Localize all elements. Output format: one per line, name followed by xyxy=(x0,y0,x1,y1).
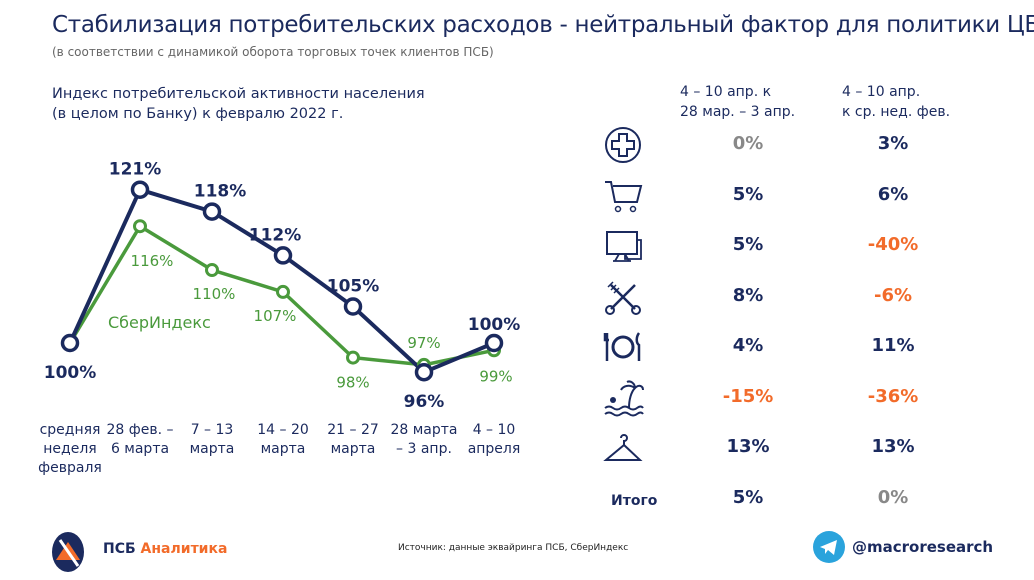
logo-accent: Аналитика xyxy=(140,541,228,557)
table-cell: 0% xyxy=(732,133,764,154)
table-cell: -15% xyxy=(722,385,774,407)
table-cell: 13% xyxy=(871,436,915,457)
x-tick-line: 14 – 20 xyxy=(257,422,309,438)
hanger-icon xyxy=(603,428,645,472)
psb-index-point xyxy=(60,333,80,353)
x-tick-line: марта xyxy=(330,441,376,457)
x-tick-label: 4 – 10 апреля xyxy=(454,421,534,459)
x-tick-line: 4 – 10 xyxy=(472,422,516,438)
x-tick-line: марта xyxy=(260,441,306,457)
column-header: 4 – 10 апр. к ср. нед. фев. xyxy=(842,82,950,122)
x-tick-line: 21 – 27 xyxy=(327,422,379,438)
data-label: 110% xyxy=(193,285,236,303)
x-tick-label: 28 фев. – 6 марта xyxy=(100,421,180,459)
data-label: 105% xyxy=(327,277,380,297)
column-header-line: к ср. нед. фев. xyxy=(842,104,951,120)
psb-logo-text: ПСБ Аналитика xyxy=(103,541,227,557)
psb-index-point xyxy=(130,180,150,199)
data-label: 116% xyxy=(131,252,174,270)
table-cell: 4% xyxy=(732,335,764,356)
page-subtitle: (в соответствии с динамикой оборота торг… xyxy=(52,45,494,59)
x-tick-line: 7 – 13 xyxy=(190,422,234,438)
scissors-comb-icon xyxy=(603,277,645,321)
logo-text: ПСБ xyxy=(103,541,136,557)
table-cell: 5% xyxy=(732,486,764,508)
table-cell: -40% xyxy=(867,234,919,255)
computer-icon xyxy=(603,226,645,270)
data-label: 121% xyxy=(109,160,162,180)
column-header-line: 4 – 10 апр. к xyxy=(680,84,772,100)
table-cell: 5% xyxy=(732,234,764,255)
medical-cross-icon xyxy=(603,125,645,169)
x-tick-line: 28 марта xyxy=(390,422,458,438)
x-tick-line: апреля xyxy=(467,441,521,457)
table-cell: 5% xyxy=(732,183,764,205)
source-note: Источник: данные эквайринга ПСБ, СберИнд… xyxy=(398,543,629,553)
chart-title: Индекс потребительской активности населе… xyxy=(52,84,425,124)
total-label: Итого xyxy=(611,492,658,509)
series-label-sberindex: СберИндекс xyxy=(108,313,211,332)
table-cell: 13% xyxy=(726,436,770,457)
data-label: 100% xyxy=(44,363,97,383)
telegram-handle[interactable]: @macroresearch xyxy=(852,538,994,556)
table-cell: -36% xyxy=(867,385,919,407)
table-cell: 3% xyxy=(877,133,909,154)
data-label: 96% xyxy=(404,392,445,412)
psb-index-point xyxy=(484,333,504,353)
psb-logo-icon xyxy=(50,530,90,572)
chart-title-line: Индекс потребительской активности населе… xyxy=(52,86,425,102)
psb-index-point xyxy=(414,362,434,382)
page-title: Стабилизация потребительских расходов - … xyxy=(52,12,1034,38)
psb-index-point xyxy=(273,246,293,265)
x-tick-line: неделя xyxy=(43,441,97,457)
psb-index-point xyxy=(202,202,222,221)
table-cell: 11% xyxy=(871,335,915,356)
x-tick-label: 21 – 27 марта xyxy=(313,421,393,459)
x-tick-label: 7 – 13 марта xyxy=(172,421,252,459)
line-chart: 100% 121% 118% 112% 105% 96% 100% 116% 110% 107% 9… xyxy=(44,160,521,413)
table-cell: -6% xyxy=(873,284,913,306)
telegram-icon xyxy=(812,530,846,568)
x-tick-label: средняя неделя февраля xyxy=(30,421,110,478)
chart-title-line: (в целом по Банку) к февралю 2022 г. xyxy=(52,106,344,122)
plate-cutlery-icon xyxy=(603,327,645,371)
x-tick-line: 28 фев. – xyxy=(106,422,174,438)
x-tick-label: 28 марта – 3 апр. xyxy=(384,421,464,459)
sberindex-point xyxy=(133,219,147,234)
sberindex-point xyxy=(346,350,360,365)
column-header-line: 28 мар. – 3 апр. xyxy=(680,104,796,120)
data-label: 99% xyxy=(479,367,512,385)
x-tick-line: марта xyxy=(189,441,235,457)
beach-palm-icon xyxy=(603,378,645,422)
x-tick-line: февраля xyxy=(38,460,102,476)
data-label: 118% xyxy=(194,182,247,202)
x-tick-line: – 3 апр. xyxy=(396,441,452,457)
sberindex-point xyxy=(205,263,219,277)
data-label: 112% xyxy=(249,225,302,245)
data-label: 98% xyxy=(336,374,369,392)
x-tick-label: 14 – 20 марта xyxy=(243,421,323,459)
data-label: 107% xyxy=(254,307,297,325)
x-tick-line: средняя xyxy=(39,422,101,438)
data-label: 100% xyxy=(468,315,521,335)
psb-index-point xyxy=(343,297,363,316)
data-label: 97% xyxy=(407,334,440,352)
table-cell: 8% xyxy=(732,284,764,306)
shopping-cart-icon xyxy=(603,176,645,220)
table-cell: 6% xyxy=(877,183,909,205)
column-header: 4 – 10 апр. к 28 мар. – 3 апр. xyxy=(680,82,795,122)
x-tick-line: 6 марта xyxy=(110,441,170,457)
table-cell: 0% xyxy=(877,486,909,508)
sberindex-point xyxy=(276,284,290,299)
column-header-line: 4 – 10 апр. xyxy=(842,84,921,100)
